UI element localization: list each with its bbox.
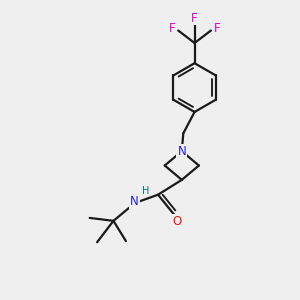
Text: F: F (191, 11, 198, 25)
Text: H: H (142, 185, 150, 196)
Text: N: N (130, 195, 139, 208)
Text: F: F (214, 22, 221, 35)
Text: F: F (168, 22, 175, 35)
Text: O: O (172, 215, 182, 228)
Text: N: N (177, 145, 186, 158)
